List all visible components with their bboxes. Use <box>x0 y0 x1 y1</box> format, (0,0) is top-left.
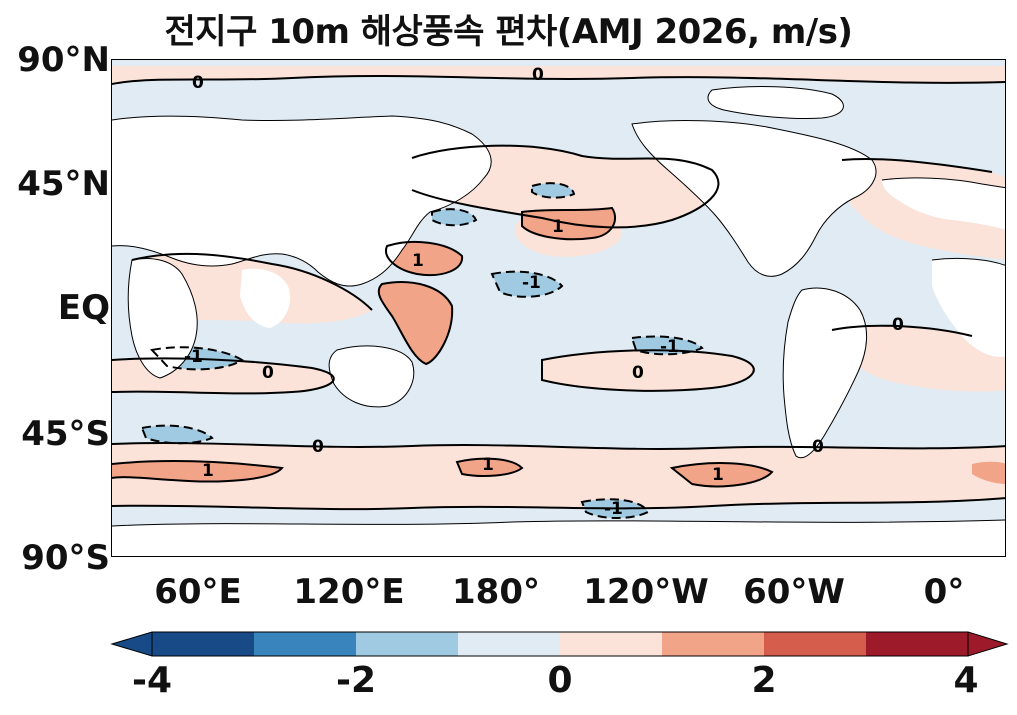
colorbar-tick-label: 0 <box>547 660 573 701</box>
y-tick-label-eq: EQ <box>57 288 110 328</box>
anomaly-map: 0 0 1 1 -1 -1 -1 0 0 1 1 1 0 0 -1 0 <box>112 60 1005 556</box>
colorbar-tick-label: -4 <box>132 660 172 701</box>
southern-ocean-strong-positive-1 <box>112 461 282 482</box>
colorbar-tick-label: 2 <box>751 660 777 701</box>
south-indian-negative <box>142 425 212 444</box>
map-title: 전지구 10m 해상풍속 편차(AMJ 2026, m/s) <box>164 12 853 52</box>
greenland-land <box>708 86 844 119</box>
colorbar-segment <box>254 632 356 656</box>
australia-land <box>329 346 414 407</box>
contour-label: 0 <box>262 363 274 383</box>
colorbar-segment <box>866 632 968 656</box>
y-tick-label-90s: 90°S <box>21 538 110 578</box>
colorbar-segment <box>458 632 560 656</box>
x-tick-label-180: 180° <box>452 572 540 612</box>
contour-label: 0 <box>192 73 204 93</box>
contour-label: 1 <box>482 455 494 475</box>
colorbar-segment <box>662 632 764 656</box>
contour-label: -1 <box>522 273 541 293</box>
africa-west-land <box>932 258 1005 357</box>
colorbar-segment <box>152 632 254 656</box>
colorbar-extend-min <box>110 631 153 657</box>
colorbar-segment <box>356 632 458 656</box>
southern-ocean-positive-ring <box>112 443 1005 510</box>
south-atlantic-positive <box>832 325 1005 392</box>
colorbar-segment <box>764 632 866 656</box>
southern-ocean-strong-positive-2 <box>672 463 772 487</box>
contour-label: 1 <box>712 465 724 485</box>
antarctica-land <box>112 520 1005 556</box>
x-tick-label-60w: 60°W <box>743 572 845 612</box>
colorbar-outline <box>151 631 969 657</box>
south-pacific-positive <box>542 350 754 391</box>
y-tick-label-90n: 90°N <box>17 40 110 80</box>
contour-label: 0 <box>312 437 324 457</box>
southern-ocean-strong-positive-3 <box>457 458 522 476</box>
y-tick-label-45s: 45°S <box>21 414 110 454</box>
colorbar-tick-label: -2 <box>336 660 376 701</box>
contour-label-group: 0 0 1 1 -1 -1 -1 0 0 1 1 1 0 0 -1 0 <box>184 65 904 519</box>
colorbar-extend-max <box>967 631 1009 657</box>
negative-one-contours <box>140 182 704 519</box>
coastlines <box>112 86 1005 527</box>
contour-label: 0 <box>532 65 544 85</box>
contour-label: 1 <box>202 461 214 481</box>
colorbar-tick-label: 4 <box>953 660 979 701</box>
north-pacific-negative-2 <box>532 183 574 198</box>
map-plot-area: 0 0 1 1 -1 -1 -1 0 0 1 1 1 0 0 -1 0 <box>111 59 1006 557</box>
contour-label: -1 <box>660 337 679 357</box>
positive-one-contours <box>112 206 774 488</box>
y-tick-label-45n: 45°N <box>17 164 110 204</box>
x-tick-label-60e: 60°E <box>154 572 242 612</box>
southern-ocean-strong-positive-4 <box>972 461 1005 484</box>
west-pacific-strong-positive <box>386 241 463 276</box>
contour-label: 0 <box>632 363 644 383</box>
x-tick-label-0: 0° <box>923 572 965 612</box>
x-tick-label-120e: 120°E <box>293 572 405 612</box>
north-pacific-negative-1 <box>432 209 476 226</box>
arctic-positive-band <box>112 66 1005 84</box>
contour-label: 1 <box>412 251 424 271</box>
maritime-continent-strong-positive <box>378 282 453 364</box>
contour-label: 0 <box>812 437 824 457</box>
contour-label: 0 <box>892 315 904 335</box>
colorbar <box>110 631 1009 657</box>
contour-label: 1 <box>552 217 564 237</box>
contour-label: -1 <box>604 499 623 519</box>
south-america-land <box>783 288 867 458</box>
central-pacific-negative <box>492 271 562 297</box>
colorbar-segment <box>560 632 662 656</box>
x-tick-label-120w: 120°W <box>583 572 709 612</box>
india-land <box>240 268 290 328</box>
contour-label: -1 <box>184 347 203 367</box>
zero-contours <box>112 75 1005 511</box>
europe-land <box>882 177 1005 230</box>
